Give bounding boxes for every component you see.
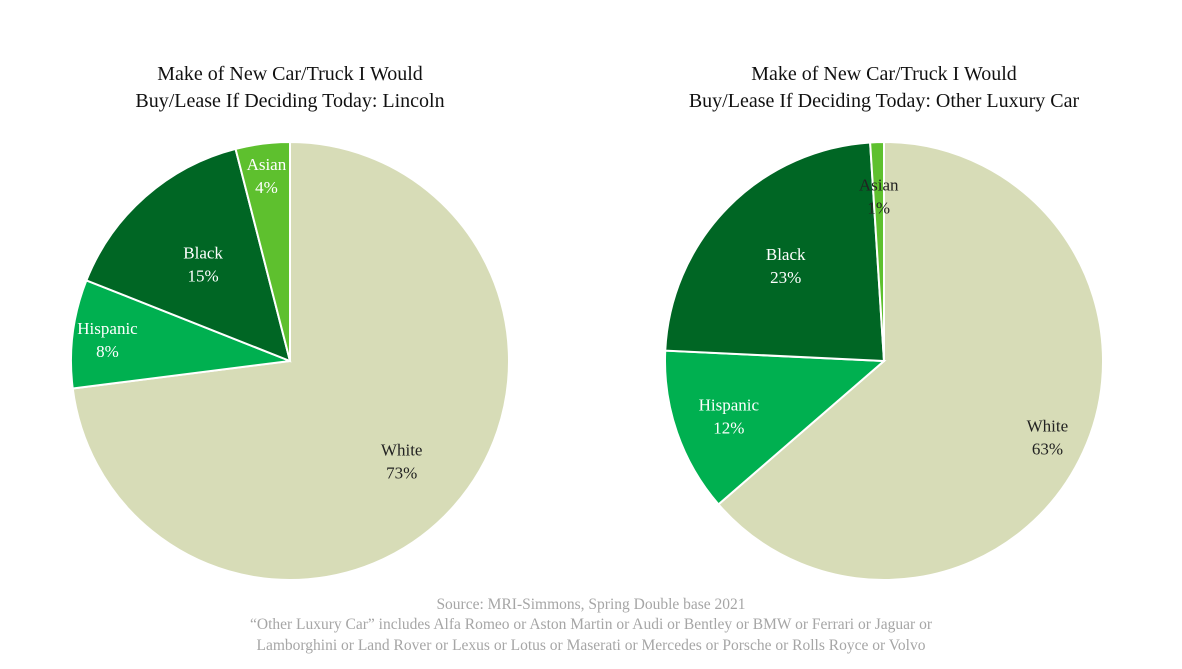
slice-label-value: 23% xyxy=(770,268,801,287)
pie-chart-other-luxury: White 63% Hispanic 12% Black 23% Asian 1% xyxy=(664,140,1104,581)
slice-label-value: 8% xyxy=(96,342,119,361)
footnote-line1: “Other Luxury Car” includes Alfa Romeo o… xyxy=(250,616,932,633)
slice-label-value: 73% xyxy=(386,464,417,483)
chart-title-lincoln: Make of New Car/Truck I Would Buy/Lease … xyxy=(30,61,550,115)
chart-title-line2: Buy/Lease If Deciding Today: Other Luxur… xyxy=(688,90,1080,112)
slice-label-name: White xyxy=(381,441,423,460)
source-note: Source: MRI-Simmons, Spring Double base … xyxy=(436,596,746,613)
slice-label-value: 4% xyxy=(255,178,278,197)
chart-title-line1: Make of New Car/Truck I Would xyxy=(751,63,1017,85)
slice-label-value: 1% xyxy=(867,199,890,218)
chart-title-other-luxury: Make of New Car/Truck I Would Buy/Lease … xyxy=(624,61,1144,115)
pie-slice-asian xyxy=(234,140,291,362)
pie-slice-black xyxy=(664,141,886,363)
pie-chart-lincoln: White 73% Hispanic 8% Black 15% Asian 4% xyxy=(70,140,511,581)
slice-label-value: 12% xyxy=(713,419,744,438)
chart-title-line1: Make of New Car/Truck I Would xyxy=(157,63,423,85)
slice-label-name: Asian xyxy=(859,176,899,195)
slice-label-value: 15% xyxy=(188,266,219,285)
slice-label-value: 63% xyxy=(1032,440,1063,459)
pie-slice-asian xyxy=(869,140,885,362)
slice-label-name: Asian xyxy=(247,155,287,174)
footnote-line2: Lamborghini or Land Rover or Lexus or Lo… xyxy=(256,637,926,654)
pie-slice-white xyxy=(717,140,1104,581)
chart-title-line2: Buy/Lease If Deciding Today: Lincoln xyxy=(135,90,445,112)
pie-slice-black xyxy=(85,147,292,363)
slice-label-name: Hispanic xyxy=(77,319,138,338)
slice-label-name: Hispanic xyxy=(699,396,760,415)
pie-slice-hispanic xyxy=(664,349,887,506)
pie-slice-hispanic xyxy=(70,279,291,390)
slice-label-name: White xyxy=(1027,417,1069,436)
slice-label-name: Black xyxy=(183,243,223,262)
slice-label-name: Black xyxy=(766,245,806,264)
